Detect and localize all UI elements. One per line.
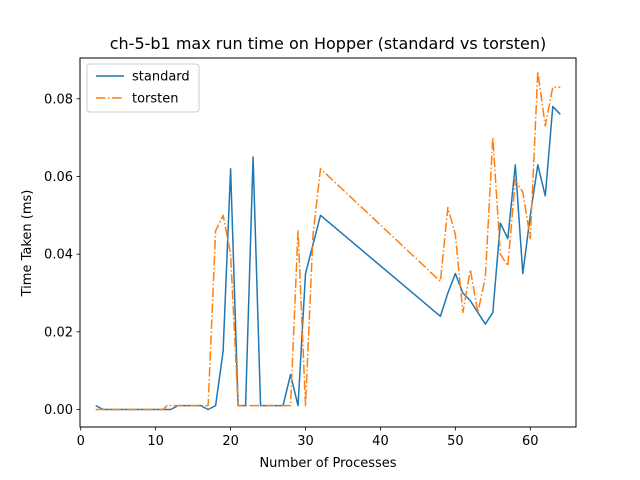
legend-label-standard: standard — [132, 70, 190, 85]
y-axis: 0.00 0.02 0.04 0.06 0.08 — [44, 92, 80, 418]
x-tick-label: 0 — [77, 434, 85, 449]
legend: standard torsten — [86, 63, 200, 113]
legend-label-torsten: torsten — [132, 92, 179, 107]
y-tick-label: 0.00 — [44, 403, 73, 418]
y-tick-label: 0.02 — [44, 325, 73, 340]
x-tick-label: 30 — [297, 434, 314, 449]
x-tick-label: 20 — [222, 434, 239, 449]
x-axis: 0 10 20 30 40 50 60 — [77, 427, 539, 449]
series-line-torsten — [95, 70, 561, 411]
x-tick-label: 50 — [447, 434, 464, 449]
y-tick-label: 0.04 — [44, 248, 73, 263]
plot-area — [79, 57, 577, 428]
series-line-standard — [95, 105, 561, 411]
axes-frame — [79, 57, 577, 428]
chart-title: ch-5-b1 max run time on Hopper (standard… — [110, 34, 547, 53]
y-tick-label: 0.06 — [44, 170, 73, 185]
x-tick-label: 40 — [372, 434, 389, 449]
x-tick-label: 10 — [147, 434, 164, 449]
y-axis-label: Time Taken (ms) — [20, 190, 35, 298]
x-axis-label: Number of Processes — [259, 456, 396, 471]
y-tick-label: 0.08 — [44, 92, 73, 107]
series-layer — [95, 70, 561, 411]
x-tick-label: 60 — [522, 434, 539, 449]
axes-background — [80, 58, 576, 427]
